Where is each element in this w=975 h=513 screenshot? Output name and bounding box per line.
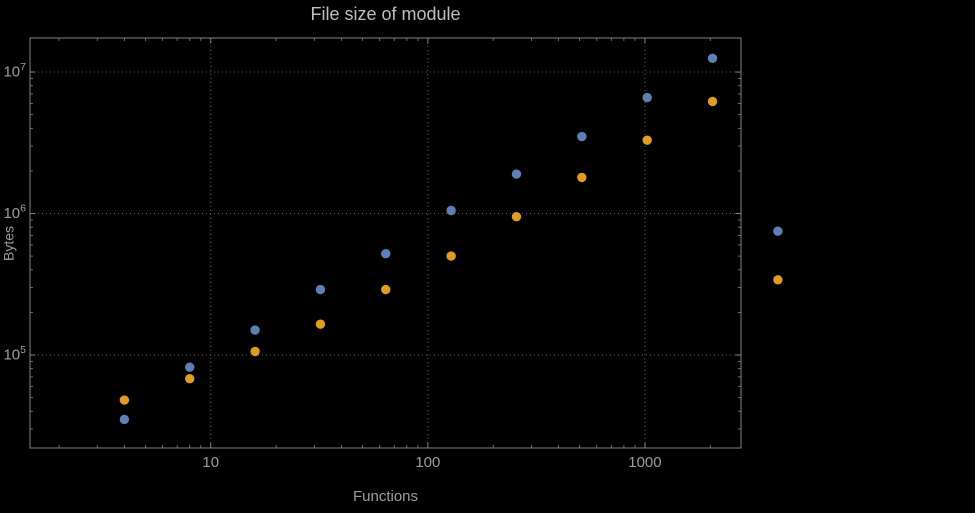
data-point-series-2-orange [119, 395, 130, 405]
x-axis-label: Functions [352, 488, 419, 505]
x-tick-label: 10 [202, 454, 219, 471]
data-point-series-2-orange [185, 373, 195, 384]
data-point-series-2-orange [511, 211, 522, 222]
data-point-series-2-orange [773, 275, 783, 285]
data-point-series-1-blue [250, 325, 260, 335]
x-tick-label: 100 [415, 454, 440, 471]
data-point-series-2-orange [642, 135, 652, 145]
data-point-series-2-orange [577, 172, 587, 183]
y-tick-label: 106 [3, 203, 26, 223]
data-point-series-1-blue [773, 226, 783, 236]
data-point-series-1-blue [577, 131, 587, 142]
data-point-series-2-orange [707, 96, 718, 107]
data-point-series-2-orange [381, 284, 391, 295]
data-point-series-1-blue [315, 284, 326, 295]
plot-frame [29, 37, 742, 449]
data-point-series-2-orange [446, 251, 456, 261]
chart-title: File size of module [310, 4, 461, 24]
data-point-series-2-orange [315, 319, 326, 329]
data-point-series-1-blue [185, 362, 195, 372]
data-point-series-1-blue [707, 53, 718, 64]
data-point-series-1-blue [446, 205, 456, 216]
data-point-series-2-orange [250, 346, 260, 357]
data-point-series-1-blue [119, 414, 130, 425]
y-tick-label: 107 [3, 61, 26, 81]
data-point-series-1-blue [642, 92, 652, 103]
data-point-series-1-blue [511, 169, 522, 179]
x-tick-label: 1000 [628, 454, 661, 471]
y-tick-label: 105 [3, 344, 26, 364]
data-point-series-1-blue [381, 248, 391, 259]
